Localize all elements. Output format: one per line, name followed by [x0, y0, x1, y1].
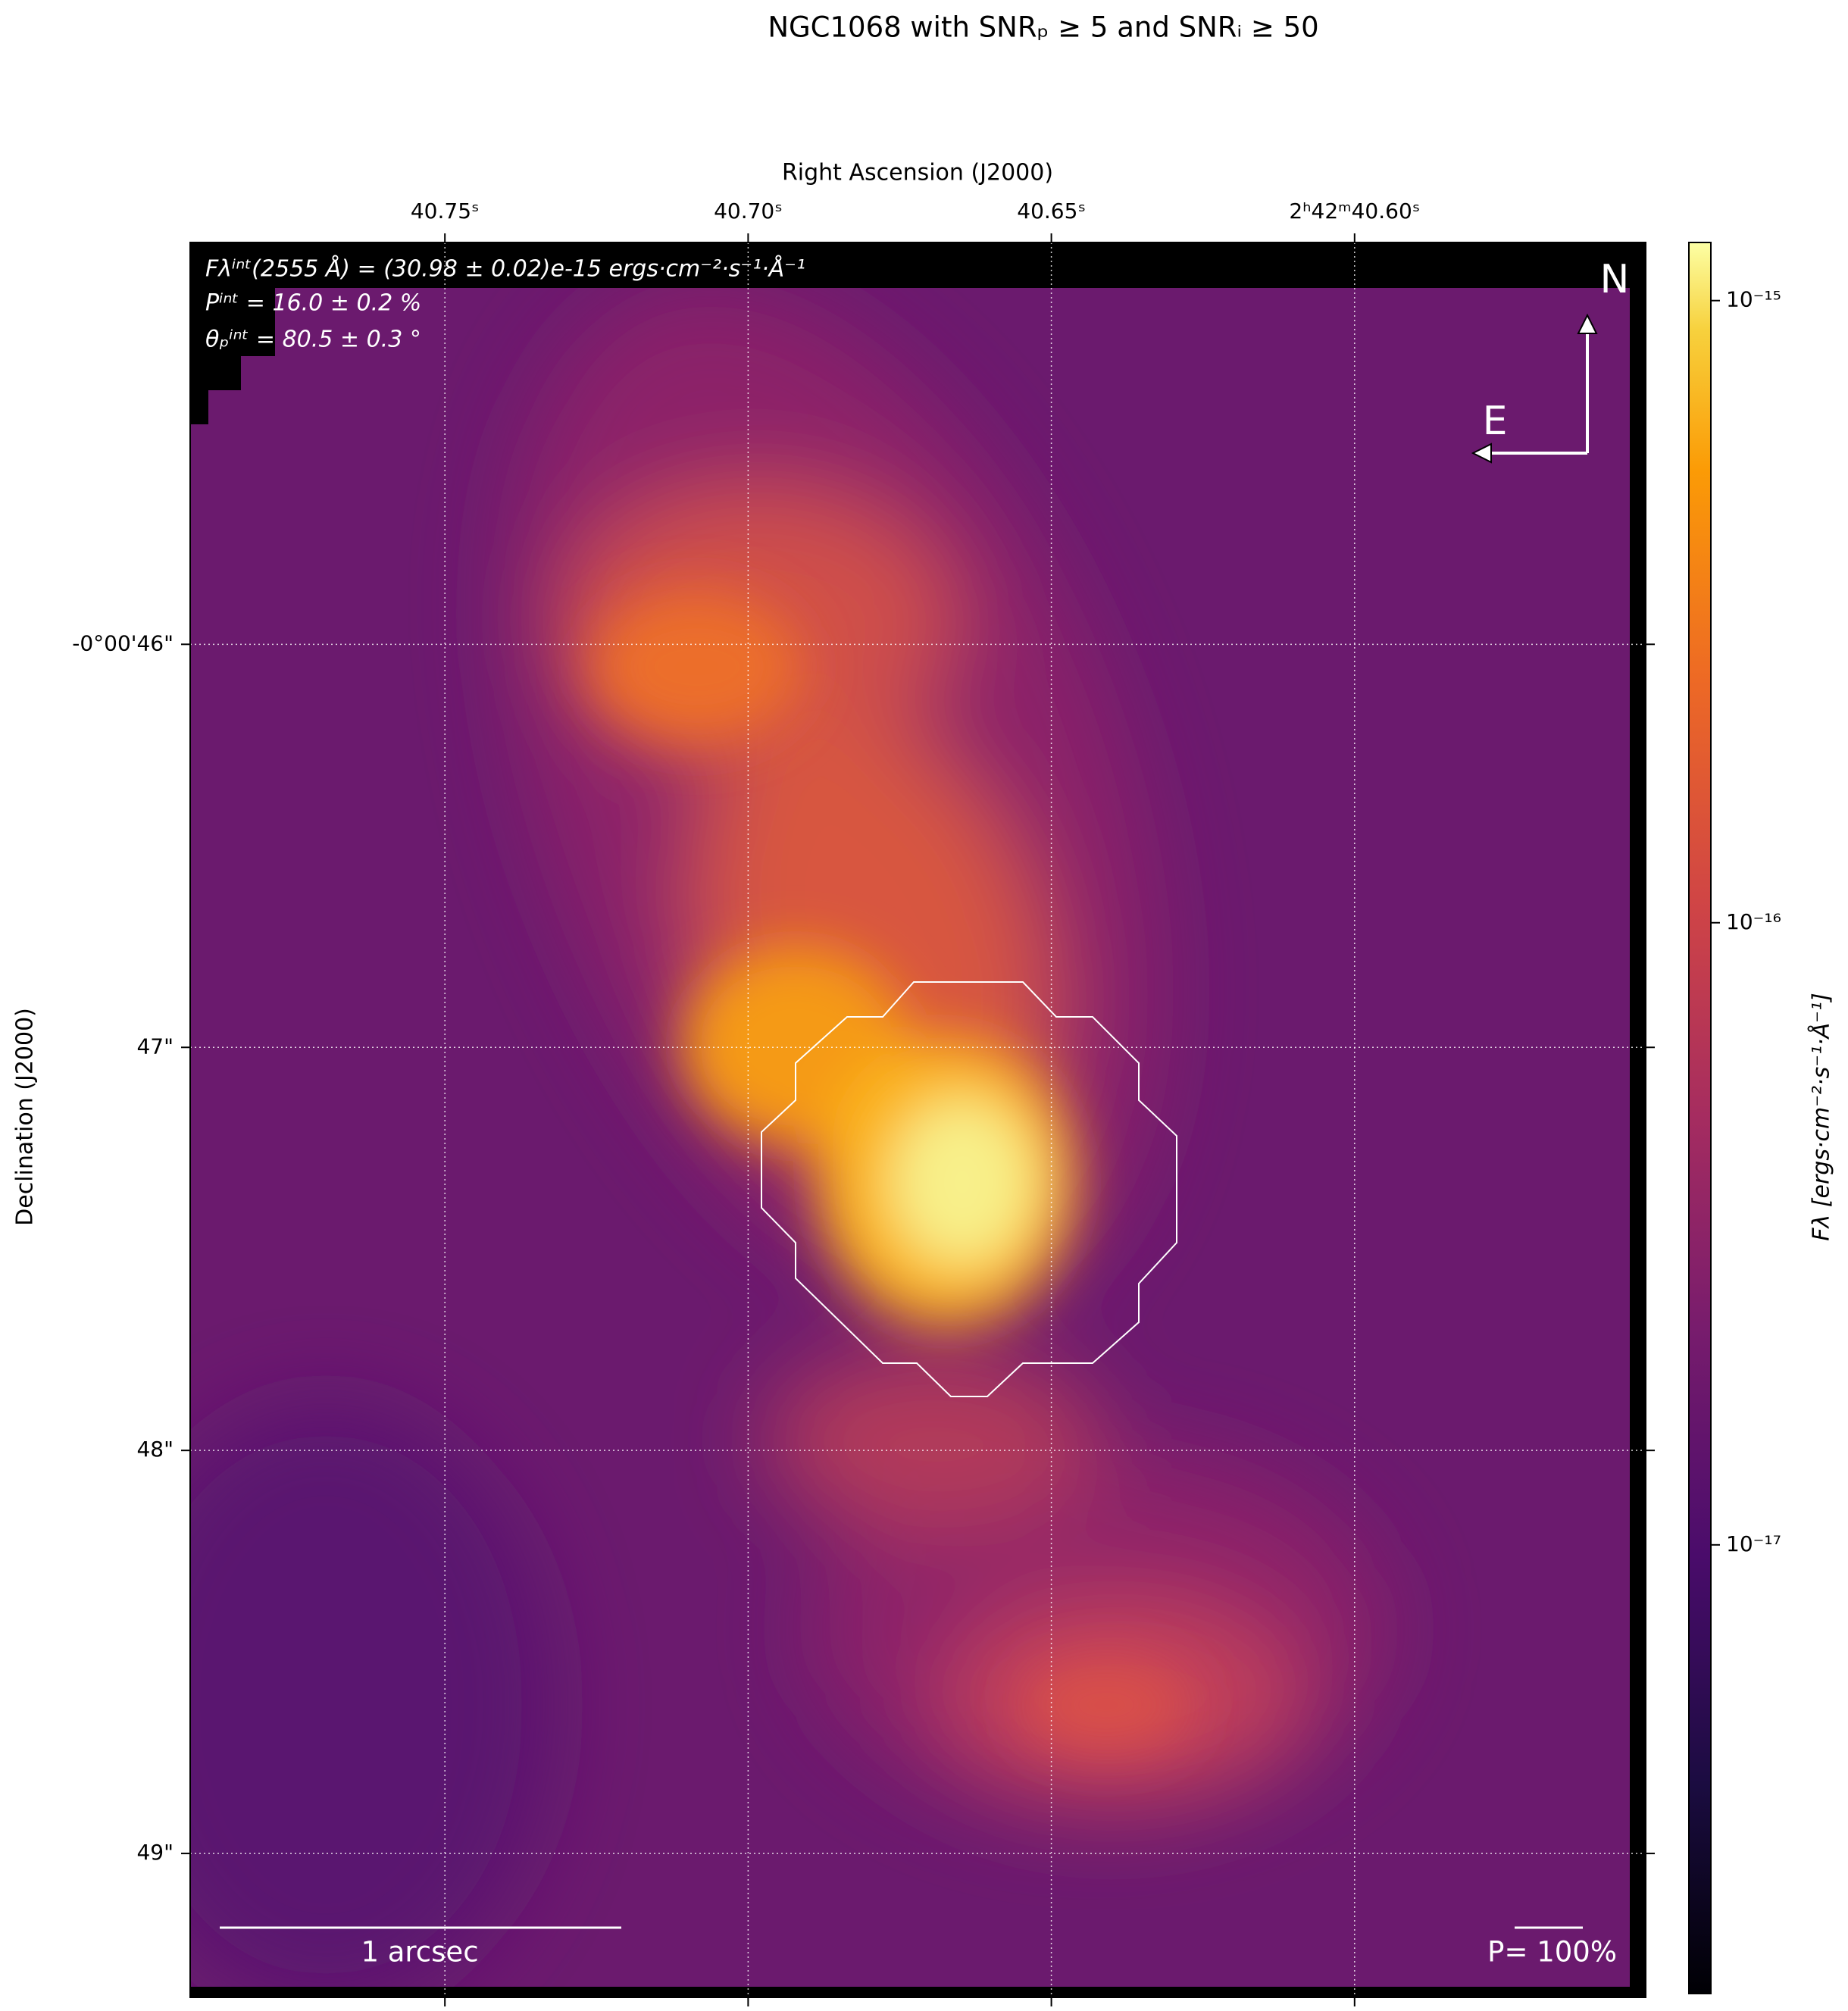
- x-tick-label: 2ʰ42ᵐ40.60ˢ: [1289, 199, 1420, 224]
- y-tick-label: 48": [136, 1437, 174, 1462]
- colorbar-tick-label: 10⁻¹⁷: [1726, 1531, 1781, 1556]
- masked-edge: [1630, 242, 1646, 1997]
- colorbar-tick-label: 10⁻¹⁶: [1726, 909, 1781, 934]
- x-axis-label: Right Ascension (J2000): [782, 160, 1053, 186]
- y-axis-label: Declination (J2000): [12, 1008, 39, 1226]
- grid: [190, 242, 1646, 1997]
- chart-title: NGC1068 with SNRₚ ≥ 5 and SNRᵢ ≥ 50: [768, 11, 1318, 44]
- colorbar: [1688, 242, 1712, 1994]
- annotation: θₚⁱⁿᵗ = 80.5 ± 0.3 °: [205, 327, 421, 353]
- y-tick-label: 47": [136, 1034, 174, 1059]
- y-tick-label: 49": [136, 1840, 174, 1865]
- y-tick-label: -0°00'46": [72, 630, 174, 655]
- annotation: Fλⁱⁿᵗ(2555 Å) = (30.98 ± 0.02)e-15 ergs·…: [205, 255, 805, 283]
- vector-scale-label: P= 100%: [1487, 1936, 1617, 1969]
- masked-edge: [190, 1987, 1646, 1997]
- x-tick-label: 40.75ˢ: [411, 199, 480, 224]
- annotation: Pⁱⁿᵗ = 16.0 ± 0.2 %: [205, 290, 421, 317]
- scale-bar-label: 1 arcsec: [361, 1936, 478, 1969]
- colorbar-label: Fλ [ergs·cm⁻²·s⁻¹·Å⁻¹]: [1808, 993, 1835, 1240]
- colorbar-tick-label: 10⁻¹⁵: [1726, 287, 1781, 312]
- contour: [761, 981, 1177, 1397]
- compass-north: N: [1600, 257, 1630, 302]
- compass-east: E: [1483, 399, 1508, 444]
- compass: N E: [1471, 257, 1630, 464]
- x-tick-label: 40.65ˢ: [1017, 199, 1086, 224]
- masked-region: [190, 242, 1646, 424]
- axes-frame: [189, 242, 1646, 1998]
- image: [190, 242, 1646, 1997]
- x-tick-label: 40.70ˢ: [714, 199, 783, 224]
- core: [591, 591, 1190, 1750]
